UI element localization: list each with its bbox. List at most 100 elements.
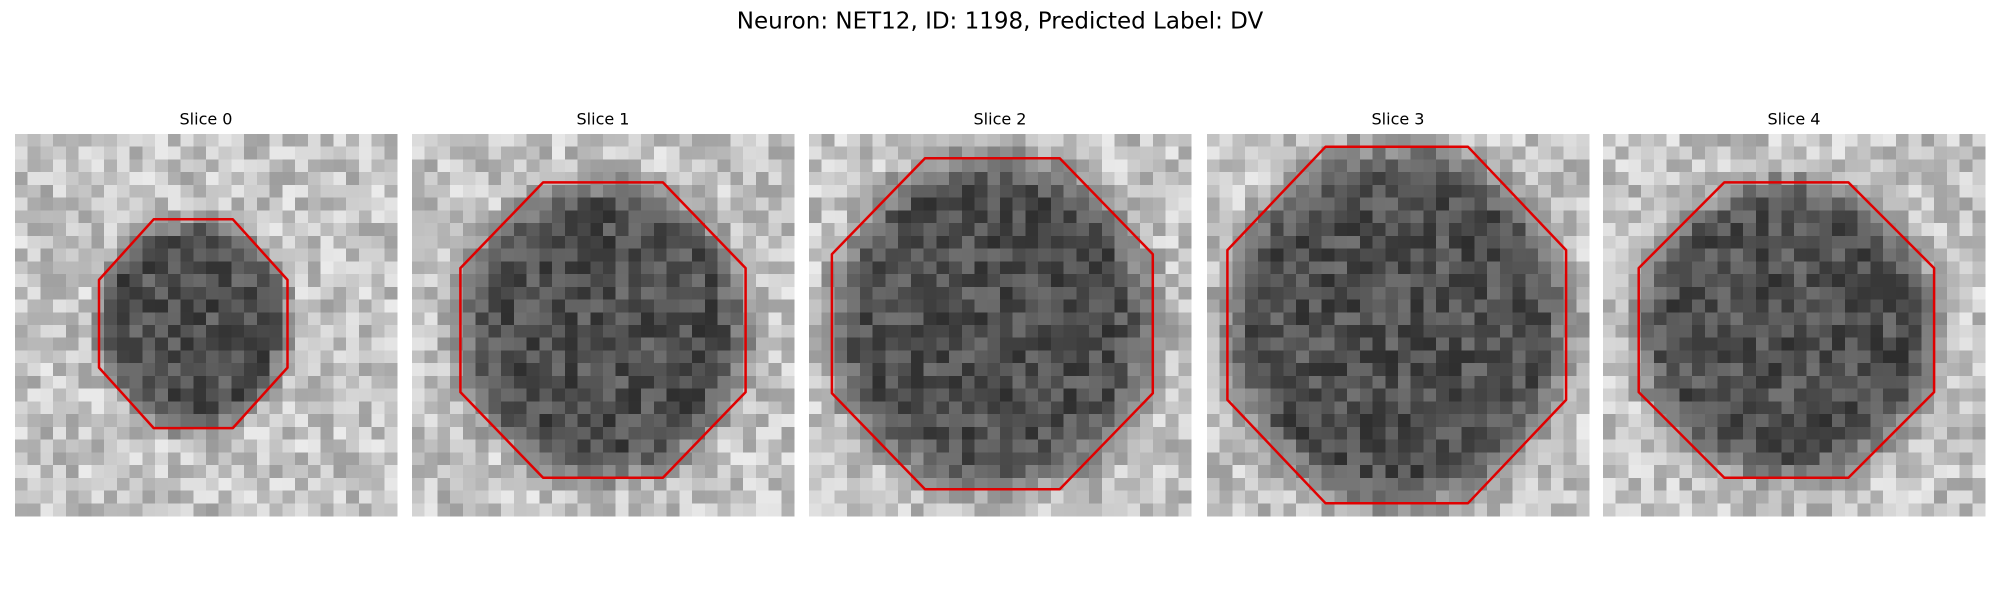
pixel: [1025, 337, 1039, 351]
pixel: [1127, 388, 1141, 402]
pixel: [1448, 325, 1463, 339]
pixel: [847, 337, 861, 351]
pixel: [437, 439, 451, 453]
pixel: [1704, 363, 1719, 377]
pixel: [15, 350, 29, 364]
pixel: [155, 477, 169, 492]
pixel: [218, 337, 232, 351]
pixel: [1347, 363, 1361, 377]
pixel: [653, 477, 668, 492]
pixel: [1232, 363, 1246, 377]
pixel: [1487, 248, 1501, 262]
pixel: [218, 210, 232, 224]
pixel: [462, 235, 477, 250]
pixel: [333, 172, 347, 186]
pixel: [1038, 337, 1052, 351]
pixel: [488, 401, 502, 415]
pixel: [1000, 350, 1014, 364]
pixel: [872, 312, 886, 326]
pixel: [1512, 325, 1526, 339]
pixel: [1512, 465, 1526, 479]
pixel: [1934, 184, 1948, 199]
pixel: [1270, 375, 1284, 390]
pixel: [53, 414, 67, 428]
pixel: [384, 337, 398, 351]
pixel: [809, 350, 823, 364]
pixel: [821, 401, 835, 415]
pixel: [1615, 477, 1629, 492]
pixel: [1895, 363, 1910, 377]
pixel: [1398, 299, 1412, 313]
pixel: [821, 172, 835, 186]
pixel: [1895, 159, 1910, 173]
pixel: [282, 286, 296, 301]
pixel: [1576, 210, 1590, 224]
pixel: [1487, 286, 1501, 301]
pixel: [577, 503, 591, 517]
pixel: [1857, 363, 1871, 377]
pixel: [679, 248, 693, 262]
pixel: [1487, 325, 1501, 339]
pixel: [1207, 184, 1221, 199]
pixel: [424, 414, 438, 428]
pixel: [346, 375, 360, 390]
pixel: [1959, 172, 1973, 186]
pixel: [1038, 274, 1052, 288]
pixel: [628, 452, 642, 466]
pixel: [923, 197, 937, 211]
pixel: [1245, 172, 1259, 186]
pixel: [15, 452, 29, 466]
pixel: [1385, 210, 1399, 224]
pixel: [730, 248, 744, 262]
pixel: [1563, 452, 1577, 466]
pixel: [424, 286, 438, 301]
pixel: [1207, 159, 1221, 173]
pixel: [1474, 210, 1488, 224]
pixel: [1743, 235, 1757, 250]
pixel: [1296, 465, 1310, 479]
pixel: [1245, 210, 1259, 224]
pixel: [1628, 172, 1642, 186]
pixel: [450, 146, 464, 160]
pixel: [1372, 337, 1386, 351]
pixel: [91, 363, 105, 377]
pixel: [590, 452, 604, 466]
pixel: [564, 184, 579, 199]
pixel: [129, 325, 143, 339]
pixel: [949, 490, 963, 504]
pixel: [1730, 375, 1744, 390]
pixel: [282, 350, 296, 364]
pixel: [244, 477, 258, 492]
pixel: [424, 325, 438, 339]
pixel: [27, 172, 41, 186]
pixel: [424, 299, 438, 313]
pixel: [1334, 312, 1348, 326]
pixel: [501, 363, 515, 377]
pixel: [206, 350, 220, 364]
pixel: [1257, 235, 1272, 250]
pixel: [1563, 146, 1577, 160]
pixel: [1550, 325, 1565, 339]
pixel: [437, 337, 451, 351]
pixel: [1653, 388, 1668, 402]
pixel: [1550, 248, 1565, 262]
pixel: [834, 350, 848, 364]
pixel: [1704, 223, 1719, 237]
pixel: [1245, 274, 1259, 288]
pixel: [1410, 184, 1424, 199]
pixel: [282, 465, 296, 479]
pixel: [1946, 299, 1961, 313]
pixel: [1321, 172, 1335, 186]
pixel: [218, 452, 232, 466]
pixel: [384, 299, 398, 313]
pixel: [1165, 439, 1179, 453]
pixel: [666, 274, 680, 288]
pixel: [1245, 197, 1259, 211]
pixel: [1781, 363, 1795, 377]
pixel: [717, 159, 731, 173]
pixel: [462, 337, 477, 351]
pixel: [142, 452, 156, 466]
pixel: [961, 134, 976, 148]
pixel: [1334, 325, 1348, 339]
pixel: [1025, 235, 1039, 250]
